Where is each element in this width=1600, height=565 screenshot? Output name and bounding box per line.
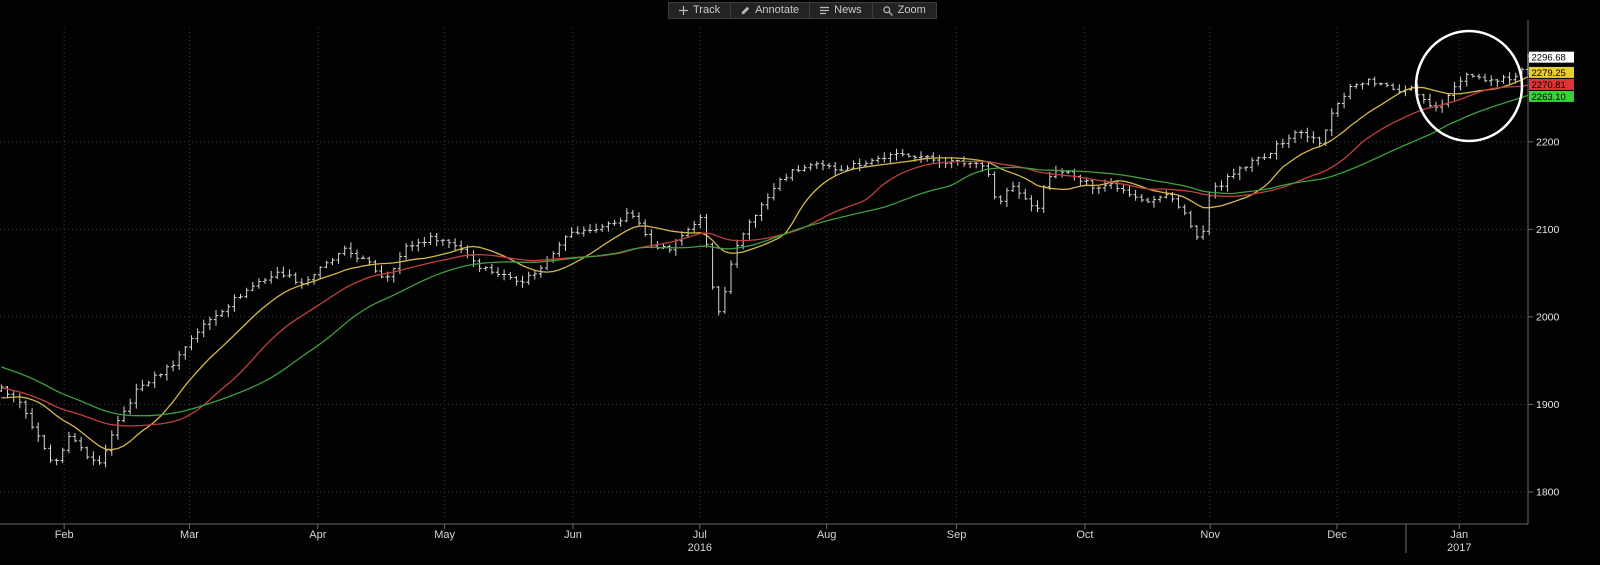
x-tick-label: Feb (55, 529, 74, 541)
x-tick-label: Dec (1327, 529, 1347, 541)
last-price-tag (1529, 51, 1574, 63)
x-tick-label: Jun (564, 529, 582, 541)
annotation-circle (1414, 29, 1524, 143)
x-tick-label: Mar (180, 529, 199, 541)
last-price-tag-text: 2263.10 (1532, 92, 1566, 103)
crosshair-icon (679, 6, 688, 15)
toolbar-button-label: News (834, 4, 862, 16)
ma-line-ma-fast (1, 76, 1529, 451)
annotate-button[interactable]: Annotate (731, 3, 811, 18)
track-button[interactable]: Track (669, 3, 732, 18)
moving-average-lines (1, 76, 1529, 451)
y-tick-label: 2000 (1536, 311, 1560, 323)
ma-line-ma-slow (1, 94, 1529, 417)
pencil-icon (741, 6, 750, 15)
zoom-button[interactable]: Zoom (873, 3, 936, 18)
x-tick-label: Nov (1200, 529, 1220, 541)
x-tick-label: Jul (693, 529, 707, 541)
news-button[interactable]: News (810, 3, 873, 18)
last-price-tag-text: 2296.68 (1532, 53, 1566, 64)
ohlc-bars (0, 53, 1531, 468)
last-price-tag (1529, 78, 1574, 90)
y-tick-label: 1800 (1536, 486, 1560, 498)
y-tick-label: 1900 (1536, 399, 1560, 411)
grid (0, 28, 1528, 520)
toolbar-button-label: Zoom (897, 4, 926, 16)
last-price-tag-text: 2279.25 (1532, 68, 1566, 79)
chart-toolbar: Track Annotate News Zoom (668, 2, 937, 19)
y-tick-label: 2200 (1536, 136, 1560, 148)
toolbar-button-label: Annotate (755, 4, 800, 16)
ma-line-ma-mid (1, 84, 1529, 427)
x-tick-label: Aug (817, 529, 837, 541)
x-tick-label: Jan (1450, 529, 1468, 541)
year-label: 2017 (1447, 542, 1471, 554)
x-tick-label: Sep (947, 529, 967, 541)
x-tick-label: Oct (1076, 529, 1093, 541)
last-price-tag-text: 2270.81 (1532, 80, 1566, 91)
axes: 1800 1900 2000 2100 2200 Feb Mar Apr May Jun Jul Au… (0, 20, 1560, 554)
x-tick-label: May (434, 529, 455, 541)
year-label: 2016 (688, 542, 712, 554)
toolbar-button-label: Track (693, 4, 721, 16)
last-price-tag (1529, 90, 1574, 102)
y-tick-label: 2100 (1536, 224, 1560, 236)
news-icon (820, 6, 830, 15)
magnifier-icon (882, 5, 893, 16)
last-price-tag (1529, 66, 1574, 78)
x-tick-label: Apr (309, 529, 326, 541)
